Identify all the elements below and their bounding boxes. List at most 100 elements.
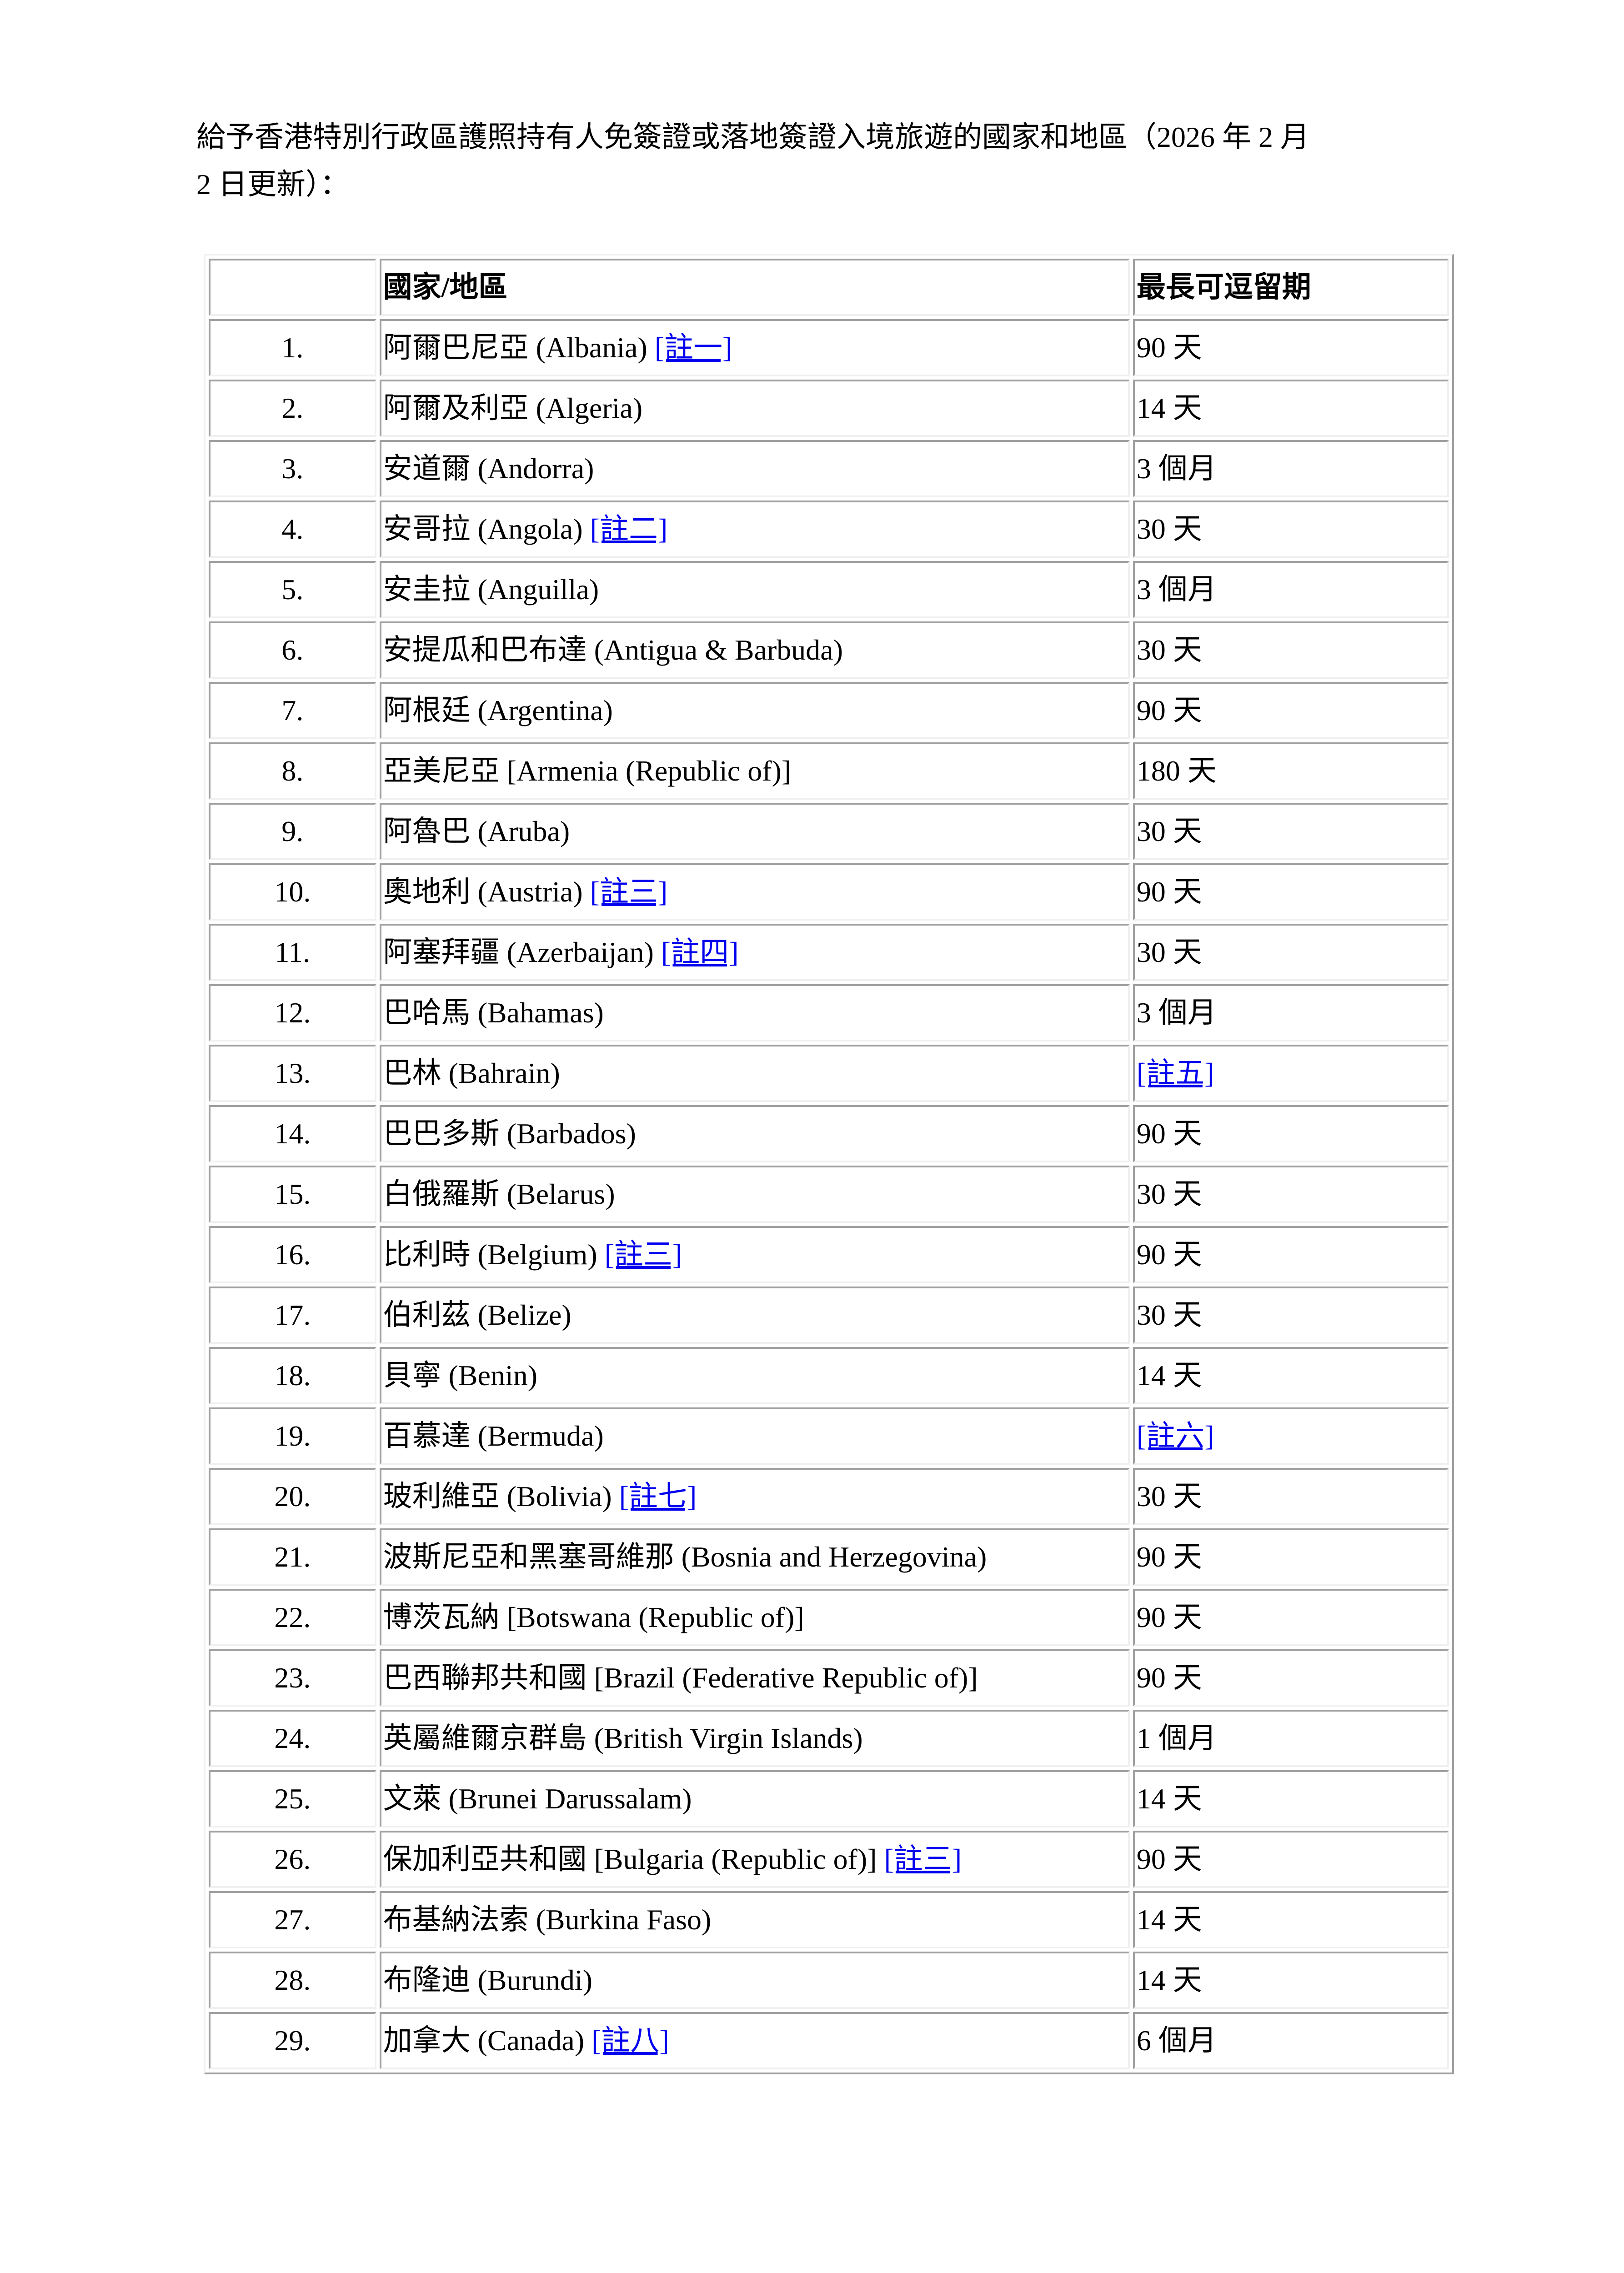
country-name: 安道爾 (Andorra)	[383, 452, 594, 485]
table-row: 22. 博茨瓦納 [Botswana (Republic of)] 90 天	[209, 1589, 1449, 1646]
row-number: 19.	[209, 1407, 376, 1465]
note-link[interactable]: [註四]	[661, 936, 739, 968]
max-stay-cell: 90 天	[1133, 863, 1449, 921]
row-number: 25.	[209, 1770, 376, 1827]
stay-note-link[interactable]: [註六]	[1136, 1419, 1214, 1452]
country-cell: 百慕達 (Bermuda)	[379, 1407, 1130, 1465]
country-name: 英屬維爾京群島 (British Virgin Islands)	[383, 1722, 863, 1754]
stay-note-link[interactable]: [註五]	[1136, 1056, 1214, 1089]
max-stay: 90 天	[1136, 1238, 1202, 1271]
max-stay-cell: 90 天	[1133, 1589, 1449, 1646]
table-row: 29. 加拿大 (Canada) [註八] 6 個月	[209, 2012, 1449, 2069]
country-cell: 安哥拉 (Angola) [註二]	[379, 501, 1130, 558]
max-stay-cell: 30 天	[1133, 621, 1449, 679]
max-stay: 90 天	[1136, 331, 1202, 364]
max-stay: 90 天	[1136, 694, 1202, 726]
country-name: 阿塞拜疆 (Azerbaijan)	[383, 936, 654, 968]
max-stay: 30 天	[1136, 1298, 1202, 1331]
country-cell: 阿爾巴尼亞 (Albania) [註一]	[379, 319, 1130, 376]
max-stay: 3 個月	[1136, 452, 1217, 485]
max-stay: 90 天	[1136, 1842, 1202, 1875]
row-number: 23.	[209, 1649, 376, 1707]
row-number: 22.	[209, 1589, 376, 1646]
country-cell: 玻利維亞 (Bolivia) [註七]	[379, 1468, 1130, 1525]
table-row: 13. 巴林 (Bahrain) [註五]	[209, 1045, 1449, 1102]
table-row: 15. 白俄羅斯 (Belarus) 30 天	[209, 1166, 1449, 1223]
max-stay-cell: 30 天	[1133, 501, 1449, 558]
country-cell: 貝寧 (Benin)	[379, 1347, 1130, 1404]
row-number: 28.	[209, 1952, 376, 2009]
max-stay: 30 天	[1136, 633, 1202, 666]
country-cell: 安道爾 (Andorra)	[379, 440, 1130, 497]
country-cell: 加拿大 (Canada) [註八]	[379, 2012, 1130, 2069]
max-stay-cell: 14 天	[1133, 1347, 1449, 1404]
row-number: 15.	[209, 1166, 376, 1223]
country-cell: 阿爾及利亞 (Algeria)	[379, 380, 1130, 437]
table-row: 26. 保加利亞共和國 [Bulgaria (Republic of)] [註三]…	[209, 1831, 1449, 1888]
max-stay: 30 天	[1136, 1177, 1202, 1210]
row-number: 11.	[209, 924, 376, 981]
table-row: 16. 比利時 (Belgium) [註三] 90 天	[209, 1226, 1449, 1283]
row-number: 21.	[209, 1528, 376, 1586]
max-stay: 14 天	[1136, 1963, 1202, 1996]
note-link[interactable]: [註一]	[654, 331, 732, 364]
note-link[interactable]: [註三]	[590, 875, 668, 908]
table-header-row: 國家/地區 最長可逗留期	[209, 259, 1449, 316]
country-name: 奧地利 (Austria)	[383, 875, 583, 908]
country-name: 白俄羅斯 (Belarus)	[383, 1177, 615, 1210]
country-name: 文萊 (Brunei Darussalam)	[383, 1782, 692, 1815]
row-number: 3.	[209, 440, 376, 497]
max-stay-cell: 3 個月	[1133, 984, 1449, 1041]
country-name: 阿爾巴尼亞 (Albania)	[383, 331, 647, 364]
table-row: 17. 伯利茲 (Belize) 30 天	[209, 1287, 1449, 1344]
country-name: 百慕達 (Bermuda)	[383, 1419, 604, 1452]
country-cell: 亞美尼亞 [Armenia (Republic of)]	[379, 742, 1130, 800]
max-stay-cell: 90 天	[1133, 1831, 1449, 1888]
table-row: 28. 布隆迪 (Burundi) 14 天	[209, 1952, 1449, 2009]
country-name: 阿根廷 (Argentina)	[383, 694, 613, 726]
table-row: 19. 百慕達 (Bermuda) [註六]	[209, 1407, 1449, 1465]
max-stay-cell: 30 天	[1133, 803, 1449, 860]
max-stay: 3 個月	[1136, 996, 1217, 1029]
max-stay: 14 天	[1136, 1782, 1202, 1815]
note-link[interactable]: [註三]	[604, 1238, 682, 1271]
country-cell: 巴西聯邦共和國 [Brazil (Federative Republic of)…	[379, 1649, 1130, 1707]
max-stay-cell: 90 天	[1133, 1226, 1449, 1283]
table-row: 5. 安圭拉 (Anguilla) 3 個月	[209, 561, 1449, 618]
row-number: 20.	[209, 1468, 376, 1525]
country-cell: 巴巴多斯 (Barbados)	[379, 1105, 1130, 1162]
country-name: 布隆迪 (Burundi)	[383, 1963, 593, 1996]
country-name: 巴林 (Bahrain)	[383, 1056, 560, 1089]
max-stay-cell: 90 天	[1133, 682, 1449, 739]
max-stay-cell: 90 天	[1133, 1105, 1449, 1162]
max-stay-cell: 3 個月	[1133, 440, 1449, 497]
table-row: 23. 巴西聯邦共和國 [Brazil (Federative Republic …	[209, 1649, 1449, 1707]
max-stay-cell: [註六]	[1133, 1407, 1449, 1465]
row-number: 18.	[209, 1347, 376, 1404]
header-country: 國家/地區	[379, 259, 1130, 316]
row-number: 12.	[209, 984, 376, 1041]
row-number: 4.	[209, 501, 376, 558]
country-name: 加拿大 (Canada)	[383, 2024, 585, 2057]
max-stay-cell: 90 天	[1133, 1649, 1449, 1707]
note-link[interactable]: [註二]	[590, 512, 668, 545]
country-cell: 布基納法索 (Burkina Faso)	[379, 1891, 1130, 1948]
country-name: 玻利維亞 (Bolivia)	[383, 1480, 612, 1512]
max-stay-cell: 14 天	[1133, 1952, 1449, 2009]
note-link[interactable]: [註八]	[591, 2024, 669, 2057]
country-cell: 白俄羅斯 (Belarus)	[379, 1166, 1130, 1223]
table-row: 8. 亞美尼亞 [Armenia (Republic of)] 180 天	[209, 742, 1449, 800]
max-stay: 90 天	[1136, 1540, 1202, 1573]
country-name: 阿爾及利亞 (Algeria)	[383, 391, 643, 424]
note-link[interactable]: [註七]	[619, 1480, 697, 1512]
country-name: 布基納法索 (Burkina Faso)	[383, 1903, 712, 1936]
country-name: 巴西聯邦共和國 [Brazil (Federative Republic of)…	[383, 1661, 978, 1694]
row-number: 10.	[209, 863, 376, 921]
note-link[interactable]: [註三]	[884, 1842, 962, 1875]
country-cell: 巴哈馬 (Bahamas)	[379, 984, 1130, 1041]
table-row: 14. 巴巴多斯 (Barbados) 90 天	[209, 1105, 1449, 1162]
country-name: 保加利亞共和國 [Bulgaria (Republic of)]	[383, 1842, 877, 1875]
country-cell: 阿根廷 (Argentina)	[379, 682, 1130, 739]
max-stay-cell: 6 個月	[1133, 2012, 1449, 2069]
